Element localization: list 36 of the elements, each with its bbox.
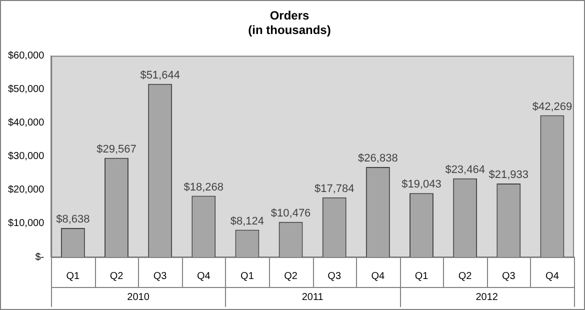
y-tick-label: $60,000 (8, 50, 45, 62)
x-tick-label: Q4 (546, 270, 560, 282)
text: 2011 (302, 292, 324, 303)
text: 2010 (127, 292, 150, 303)
y-tick-label: $50,000 (8, 84, 45, 96)
x-tick-label: Q4 (371, 270, 386, 282)
x-tick-label: Q2 (458, 270, 472, 282)
x-tick-label: Q2 (110, 270, 124, 282)
y-tick-label: $10,000 (8, 218, 45, 230)
data-label: $51,644 (140, 69, 180, 82)
data-label: $10,476 (270, 207, 311, 220)
data-label: $8,124 (230, 215, 264, 228)
y-tick-label: $- (35, 252, 44, 263)
data-label: $17,784 (314, 182, 354, 195)
x-tick-label: Q1 (240, 270, 254, 282)
x-tick-label: Q3 (153, 270, 168, 282)
data-label: $42,269 (532, 100, 572, 113)
data-label: $21,933 (488, 168, 529, 181)
y-tick-label: $20,000 (8, 184, 45, 196)
x-tick-label: Q3 (328, 270, 342, 282)
y-tick-label: $30,000 (8, 151, 45, 162)
text: 2012 (476, 292, 498, 303)
data-label: $23,464 (445, 164, 485, 176)
x-tick-label: Q3 (502, 270, 516, 282)
x-tick-label: Q1 (414, 270, 429, 282)
data-label: $26,838 (358, 152, 398, 165)
data-label: $19,043 (402, 178, 442, 191)
data-label: $18,268 (184, 181, 224, 194)
chart-title: Orders (270, 8, 310, 23)
y-tick-label: $40,000 (8, 118, 45, 129)
data-label: $8,638 (56, 214, 90, 226)
x-tick-label: Q2 (284, 270, 298, 282)
chart-subtitle: (in thousands) (248, 22, 331, 37)
x-tick-label: Q4 (196, 270, 211, 282)
data-label: $29,567 (96, 143, 136, 156)
x-tick-label: Q1 (66, 270, 80, 282)
